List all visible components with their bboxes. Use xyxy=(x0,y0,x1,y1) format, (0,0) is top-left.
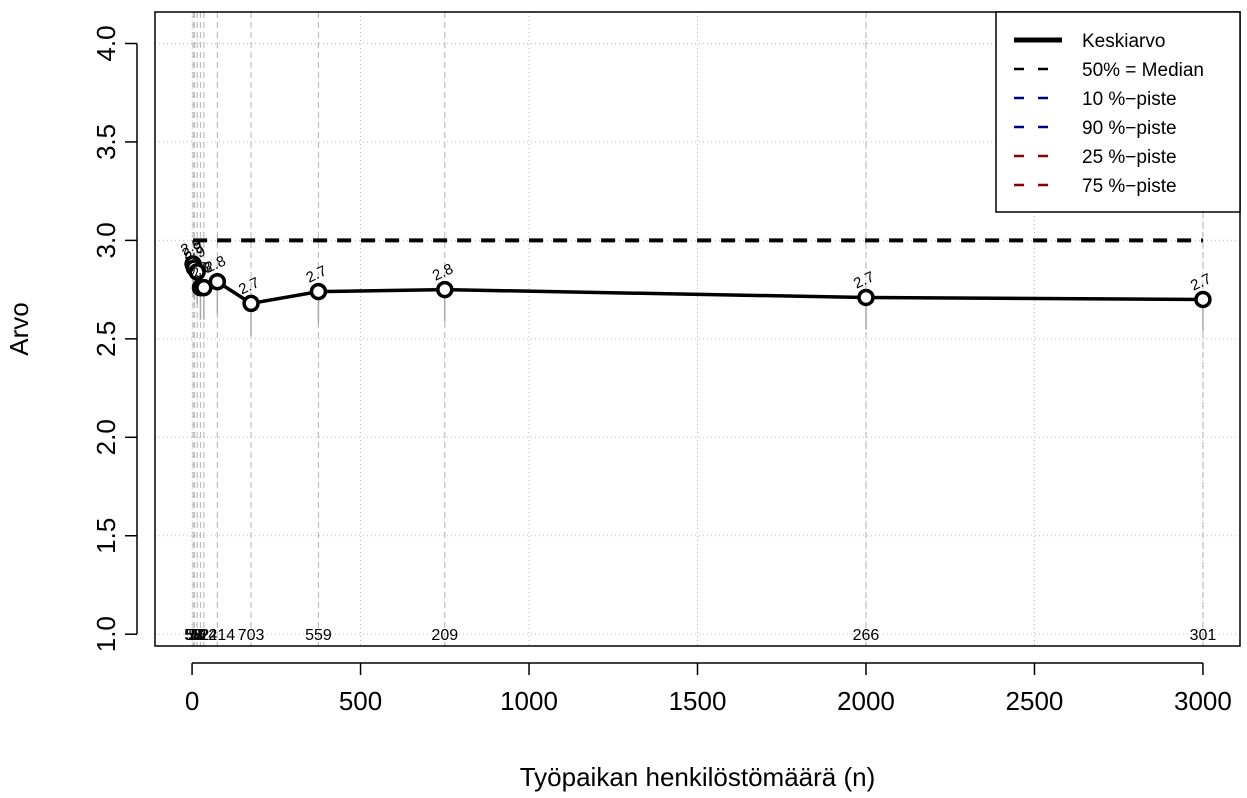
x-tick-label: 2000 xyxy=(837,686,895,716)
y-tick-label: 2.5 xyxy=(91,321,121,357)
count-label: 524 xyxy=(191,627,218,644)
count-label: 301 xyxy=(1190,627,1217,644)
mean-line xyxy=(191,263,1203,306)
mean-point xyxy=(436,280,454,299)
count-label: 58 xyxy=(188,627,206,644)
legend: Keskiarvo 50% = Median 10 %−piste 90 %−pist… xyxy=(995,11,1241,213)
axes-layer: 0 500 1000 1500 2000 2500 3000 1.0 1.5 2.0 2.5 3.0 3… xyxy=(91,25,1232,716)
mean-value-label: 2.7 xyxy=(851,268,877,292)
series-layer xyxy=(184,238,1212,313)
mean-point xyxy=(1194,290,1212,309)
mean-point xyxy=(195,278,213,297)
count-label: 1214 xyxy=(200,627,236,644)
legend-entry: 75 %−piste xyxy=(1082,176,1177,197)
mean-value-label: 2.7 xyxy=(303,262,329,286)
legend-entry: 25 %−piste xyxy=(1082,147,1177,168)
legend-entry: 90 %−piste xyxy=(1082,118,1177,139)
mean-value-label: 2.8 xyxy=(430,260,456,284)
x-tick-label: 500 xyxy=(339,686,382,716)
x-tick-label: 2500 xyxy=(1006,686,1064,716)
mean-point xyxy=(208,272,227,291)
count-label: 703 xyxy=(238,627,265,644)
mean-point xyxy=(857,288,875,307)
y-tick-label: 4.0 xyxy=(91,25,121,61)
x-axis-title: Työpaikan henkilöstömäärä (n) xyxy=(520,762,876,792)
plot-frame xyxy=(154,11,1241,647)
count-label: 58 xyxy=(186,627,204,644)
legend-box xyxy=(995,11,1241,213)
count-label: 52 xyxy=(192,627,210,644)
x-tick-label: 3000 xyxy=(1174,686,1232,716)
mean-point xyxy=(309,282,328,301)
y-tick-label: 3.0 xyxy=(91,222,121,258)
x-tick-label: 1500 xyxy=(669,686,727,716)
x-tick-label: 1000 xyxy=(500,686,558,716)
count-label: 559 xyxy=(305,627,332,644)
x-tick-label: 0 xyxy=(185,686,199,716)
mean-point xyxy=(242,294,260,313)
legend-entry: 50% = Median xyxy=(1082,60,1204,81)
legend-entry: 10 %−piste xyxy=(1082,89,1177,110)
y-tick-label: 1.0 xyxy=(91,616,121,652)
y-tick-label: 2.0 xyxy=(91,419,121,455)
y-tick-label: 3.5 xyxy=(91,124,121,160)
legend-entry: Keskiarvo xyxy=(1082,31,1165,52)
mean-value-label: 2.7 xyxy=(1188,270,1214,294)
count-label: 209 xyxy=(431,627,458,644)
y-tick-label: 1.5 xyxy=(91,518,121,554)
mean-point xyxy=(188,263,206,281)
count-label: 58 xyxy=(184,627,202,644)
count-label: 266 xyxy=(853,627,880,644)
y-axis-title: Arvo xyxy=(4,302,34,355)
